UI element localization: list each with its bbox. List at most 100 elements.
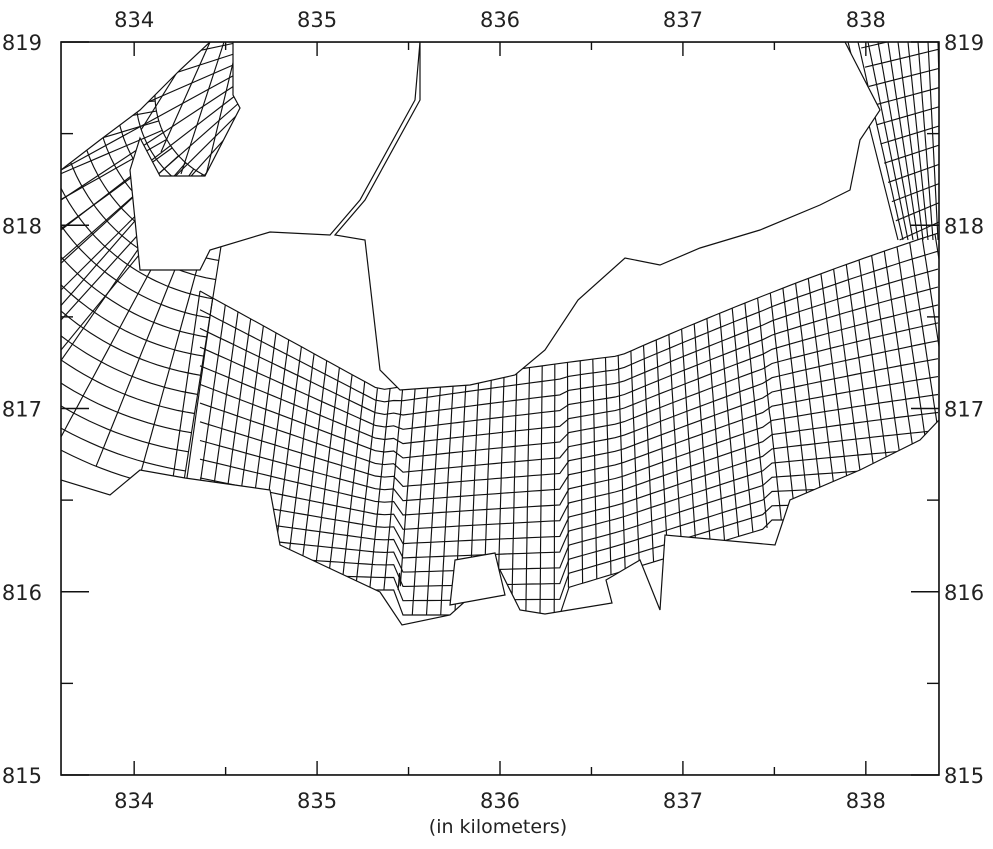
- shoreline-features: [61, 42, 939, 775]
- grid-cross-line: [782, 288, 811, 521]
- grid-upper-right-line: [867, 42, 909, 241]
- grid-cross-line: [326, 374, 353, 591]
- grid-cross-line: [757, 297, 782, 521]
- grid-cross-line: [744, 303, 768, 528]
- grid-along-line: [199, 393, 939, 516]
- x-tick-label-bottom: 835: [297, 789, 337, 813]
- y-tick-label-right: 819: [944, 31, 984, 55]
- x-tick-label-bottom: 838: [846, 789, 886, 813]
- grid-arc-left: [61, 405, 189, 453]
- y-tick-label-right: 816: [944, 581, 984, 605]
- grid-cross-line: [807, 278, 839, 521]
- grid-along-line: [199, 376, 939, 502]
- grid-radial-left: [61, 129, 163, 175]
- grid-radial-left: [61, 120, 159, 151]
- grid-cross-line: [769, 292, 797, 521]
- grid-upper-right-cross: [895, 202, 939, 222]
- grid-upper-right-line: [897, 42, 924, 241]
- x-tick-label-top: 837: [663, 8, 703, 32]
- x-tick-label-top: 836: [480, 8, 520, 32]
- x-tick-label-bottom: 836: [480, 789, 520, 813]
- grid-upper-left-cross: [61, 81, 241, 201]
- grid-arc-left: [61, 310, 201, 376]
- grid-upper-left-line: [160, 42, 211, 153]
- grid-upper-right-line: [887, 42, 919, 241]
- x-tick-label-bottom: 837: [663, 789, 703, 813]
- grid-upper-left-line: [200, 42, 239, 197]
- x-tick-label-top: 838: [846, 8, 886, 32]
- island-feature: [449, 552, 506, 606]
- grid-along-line: [199, 358, 939, 487]
- grid-along-line: [199, 411, 939, 530]
- y-tick-label-left: 817: [2, 398, 42, 422]
- x-tick-label-top: 835: [297, 8, 337, 32]
- grid-upper-right-line: [927, 42, 939, 241]
- grid-arc-left: [61, 335, 198, 395]
- grid-cross-line: [731, 308, 754, 533]
- grid-arc-left: [61, 427, 186, 472]
- grid-cross-line: [934, 234, 939, 264]
- grid-along-line: [199, 268, 939, 416]
- grid-cross-line: [655, 339, 669, 558]
- grid-cross-line: [909, 242, 939, 441]
- grid-cross-line: [397, 384, 416, 591]
- northwest-landmass-mask: [61, 42, 211, 171]
- grid-upper-right-cross: [864, 48, 939, 68]
- axis-ticks: [61, 41, 939, 776]
- grid-radial-left: [181, 245, 222, 491]
- grid-cross-line: [566, 362, 569, 588]
- grid-cross-line: [681, 329, 697, 550]
- grid-cross-line: [354, 388, 378, 591]
- grid-radial-left: [61, 138, 167, 201]
- y-tick-label-right: 817: [944, 398, 984, 422]
- grid-upper-right-line: [877, 42, 914, 241]
- grid-upper-right-cross: [887, 163, 939, 183]
- grid-cross-line: [298, 360, 328, 591]
- grid-cross-line: [340, 381, 366, 591]
- grid-arc-left: [61, 283, 204, 357]
- grid-upper-right-cross: [891, 183, 939, 203]
- grid-cross-line: [312, 367, 340, 591]
- grid-cross-line: [617, 355, 626, 571]
- grid-cross-line: [921, 238, 939, 351]
- grid-along-line: [199, 429, 939, 545]
- x-axis-title: (in kilometers): [429, 816, 567, 838]
- grid-along-line: [199, 250, 939, 403]
- grid-along-line: [199, 340, 939, 473]
- north-landmass: [61, 42, 421, 271]
- x-tick-label-top: 834: [114, 8, 154, 32]
- grid-radial-left: [138, 241, 206, 481]
- water-boundary-south: [61, 419, 939, 775]
- grid-cross-line: [642, 345, 655, 562]
- grid-cross-line: [693, 323, 711, 545]
- grid-cross-line: [383, 386, 404, 591]
- north-central-landmass: [333, 42, 881, 391]
- grid-cross-line: [630, 350, 640, 567]
- y-tick-label-left: 818: [2, 214, 42, 238]
- grid-arc-left: [61, 382, 192, 434]
- grid-upper-right-cross: [880, 125, 939, 145]
- y-tick-label-left: 815: [2, 764, 42, 788]
- x-tick-label-bottom: 834: [114, 789, 154, 813]
- grid-along-line: [199, 447, 939, 559]
- grid-along-line: [199, 465, 939, 573]
- grid-upper-right-line: [917, 42, 934, 241]
- grid-cross-line: [795, 283, 825, 521]
- grid-cross-line: [719, 313, 740, 537]
- grid-cross-line: [411, 382, 429, 616]
- grid-along-line: [199, 232, 939, 390]
- grid-arc-left: [61, 359, 195, 415]
- grid-upper-left-line: [180, 42, 225, 175]
- grid-upper-right-cross: [868, 67, 939, 87]
- grid-upper-right-cross: [861, 42, 890, 49]
- grid-arc-left: [61, 449, 183, 491]
- y-tick-label-left: 816: [2, 581, 42, 605]
- grid-upper-right-cross: [884, 144, 939, 164]
- grid-upper-left-cross: [61, 71, 241, 171]
- grid-along-line: [199, 286, 939, 430]
- grid-arc-left: [61, 255, 207, 338]
- grid-along-line: [199, 322, 939, 459]
- grid-upper-right-cross: [872, 87, 939, 107]
- grid-upper-right-line: [857, 42, 904, 241]
